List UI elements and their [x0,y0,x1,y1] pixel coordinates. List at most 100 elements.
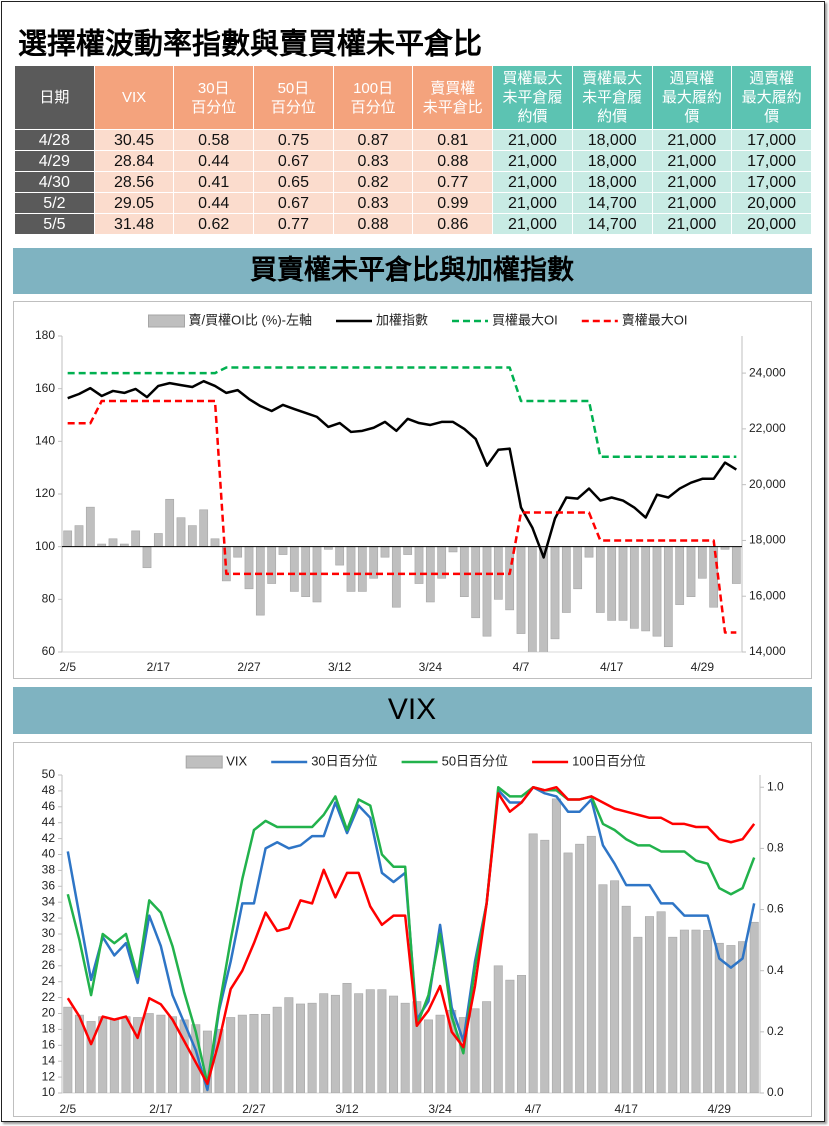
header-text: 賣買權 [430,79,476,97]
bar [679,929,689,1093]
bar [307,1002,317,1093]
x-tick-label: 4/17 [600,660,624,674]
bar [584,546,594,558]
cell: 18,000 [571,129,653,151]
cell: 14,700 [571,213,653,235]
cell: 30.45 [93,129,175,151]
header-text: 未平倉比 [422,98,483,116]
bar [703,930,713,1093]
y2-tick-label: 20,000 [749,477,786,491]
bar [563,852,573,1093]
y-tick-label: 48 [42,783,56,797]
cell: 0.62 [173,213,255,235]
bar [176,517,186,547]
bar [575,843,585,1093]
y-tick-label: 42 [42,831,56,845]
y-tick-label: 34 [42,894,56,908]
bar [595,546,605,613]
y-tick-label: 12 [42,1069,56,1083]
cell: 0.41 [173,171,255,193]
bar [142,546,152,569]
chart-box [13,301,812,679]
bar [561,546,571,613]
bar [482,1001,492,1093]
header-text: 日期 [39,89,70,106]
x-tick-label: 2/17 [147,660,171,674]
x-tick-label: 4/29 [691,660,715,674]
line [66,785,756,1086]
plot [63,785,759,1093]
bar [629,546,639,629]
bar [527,546,537,652]
bar [528,833,538,1093]
line [67,366,737,459]
row: 4/29 28.84 0.44 0.67 0.83 0.88 21,000 18,000 21,… [14,150,812,172]
bar [237,1014,247,1093]
legend-swatch [185,755,223,769]
bar [470,1008,480,1093]
x-tick-label: 4/7 [525,1102,542,1116]
bar [199,509,209,547]
legend-label: 賣權最大OI [622,312,688,327]
bar [412,1001,422,1093]
y-tick-label: 160 [35,381,55,395]
header-text: 價 [764,108,780,125]
cell: 21,000 [492,150,573,172]
y2-tick-label: 0.0 [767,1085,784,1099]
legend: VIX 30日百分位 50日百分位 100日百分位 [185,753,646,769]
chart-title: 買賣權未平倉比與加權指數 [250,254,574,285]
header-text: 賣權最大 [582,70,643,87]
header-text: 未平倉履 [502,89,563,106]
bar [459,546,469,598]
bar [675,546,685,605]
cell: 0.67 [253,192,334,214]
y2-tick-label: 16,000 [749,588,786,602]
bar [131,530,141,547]
header-text: 週賣權 [749,70,795,87]
legend: 賣/買權OI比 (%)-左軸 加權指數 買權最大OI 賣權最大OI [148,312,688,328]
bar [482,546,492,637]
cell: 0.67 [253,150,334,172]
bar [272,1006,282,1093]
bar [586,835,596,1093]
header-text: 50日 [277,79,310,97]
line [66,785,756,1086]
legend-label: 50日百分位 [442,753,508,768]
bar [289,546,299,592]
bar [233,546,243,558]
y2-tick-label: 18,000 [749,533,786,547]
bar [342,982,352,1093]
bar [156,1014,166,1093]
bar [697,546,707,579]
cell: 0.44 [173,150,255,172]
cell: 21,000 [651,171,733,193]
header-text: 百分位 [270,98,316,116]
bar [493,965,503,1093]
cell: 20,000 [731,192,812,214]
bar [319,993,329,1093]
y-tick-label: 44 [42,815,56,829]
legend-label: 加權指數 [376,312,428,327]
y2-tick-label: 22,000 [749,421,786,435]
bar [516,546,526,634]
bar [98,1016,108,1093]
bar [644,916,654,1093]
header-cell: 50日 百分位 [253,65,334,130]
header-text: 最大履約 [741,89,802,106]
cell: 4/30 [14,171,95,193]
cell: 31.48 [93,213,175,235]
cell: 0.83 [332,192,414,214]
y-tick-label: 30 [42,926,56,940]
cell: 21,000 [492,192,573,214]
plot [63,366,741,652]
bar [726,945,736,1093]
cell: 17,000 [731,171,812,193]
legend-label: 買權最大OI [492,312,558,327]
cell: 0.99 [412,192,494,214]
bar [335,546,345,566]
cell: 21,000 [651,129,733,151]
y-tick-label: 14 [42,1053,56,1067]
bar [354,993,364,1093]
y2-tick-label: 0.8 [767,841,784,855]
